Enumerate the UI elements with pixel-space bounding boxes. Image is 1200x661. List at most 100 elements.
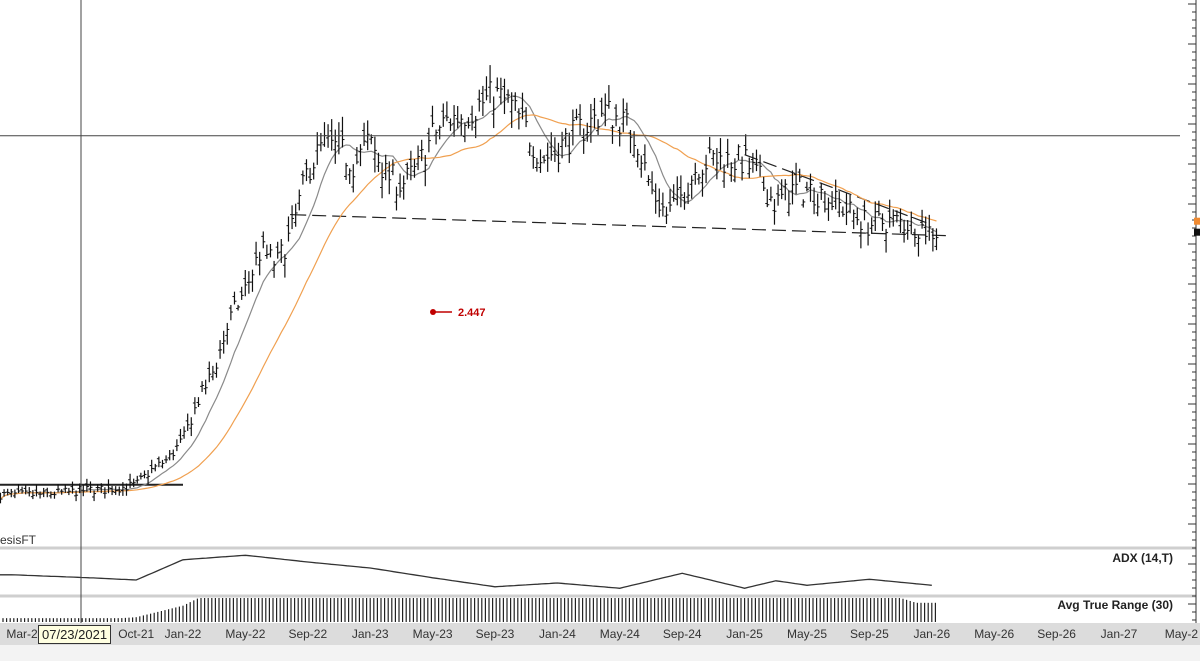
marker-label: 2.447 bbox=[458, 307, 486, 319]
price-bar bbox=[358, 144, 363, 167]
price-bar bbox=[297, 189, 302, 211]
price-bar bbox=[34, 484, 39, 497]
price-bar bbox=[430, 105, 435, 128]
price-bar bbox=[927, 214, 932, 241]
price-bar bbox=[678, 175, 683, 208]
price-bar bbox=[257, 251, 262, 276]
price-bar bbox=[534, 157, 539, 172]
x-tick-label: Jan-27 bbox=[1101, 627, 1138, 641]
price-bar bbox=[261, 231, 266, 249]
price-bar bbox=[462, 122, 467, 143]
price-bar bbox=[117, 486, 122, 496]
price-bar bbox=[290, 205, 295, 230]
price-bar bbox=[142, 470, 147, 479]
price-bar bbox=[696, 173, 701, 185]
price-bar bbox=[660, 192, 665, 217]
price-bar bbox=[556, 142, 561, 173]
price-bar bbox=[376, 152, 381, 172]
price-bar bbox=[16, 484, 21, 494]
price-bar bbox=[524, 107, 529, 128]
price-bar bbox=[189, 417, 194, 437]
price-bar bbox=[372, 136, 377, 173]
price-bar bbox=[786, 190, 791, 217]
price-bar bbox=[225, 322, 230, 345]
price-bar bbox=[635, 148, 640, 168]
price-bar bbox=[884, 228, 889, 253]
price-bar bbox=[228, 304, 233, 321]
adx-label: ADX (14,T) bbox=[1112, 551, 1173, 565]
price-bar bbox=[754, 149, 759, 172]
price-bar bbox=[578, 104, 583, 136]
price-bar bbox=[272, 260, 277, 278]
price-bar bbox=[801, 199, 806, 208]
price-bar bbox=[9, 488, 14, 498]
crosshair-date-tooltip: 07/23/2021 bbox=[38, 625, 112, 644]
price-bar bbox=[419, 139, 424, 162]
price-bar bbox=[149, 459, 154, 474]
price-bar bbox=[520, 92, 525, 120]
price-bar bbox=[178, 428, 183, 443]
price-bar bbox=[642, 144, 647, 171]
last-price-tag bbox=[1194, 228, 1200, 236]
atr-label: Avg True Range (30) bbox=[1057, 598, 1173, 612]
price-bar bbox=[174, 439, 179, 452]
price-bar bbox=[610, 125, 615, 144]
price-bar bbox=[538, 149, 543, 173]
price-bar bbox=[783, 179, 788, 201]
price-bar bbox=[423, 154, 428, 187]
price-bar bbox=[851, 209, 856, 230]
price-bar bbox=[192, 397, 197, 415]
price-bar bbox=[844, 193, 849, 226]
price-bar bbox=[711, 149, 716, 166]
price-bar bbox=[545, 142, 550, 172]
price-bar bbox=[934, 228, 939, 251]
x-tick-label: Jan-24 bbox=[539, 627, 576, 641]
price-bar bbox=[210, 365, 215, 381]
price-bar bbox=[732, 158, 737, 183]
price-bar bbox=[340, 116, 345, 148]
atr-panel bbox=[2, 598, 937, 622]
price-bar bbox=[394, 186, 399, 211]
price-bar bbox=[45, 487, 50, 498]
price-bar bbox=[714, 147, 719, 180]
price-bar bbox=[779, 179, 784, 200]
price-bar bbox=[239, 286, 244, 300]
x-tick-label: Jan-25 bbox=[726, 627, 763, 641]
price-bar bbox=[491, 96, 496, 129]
price-bar bbox=[617, 126, 622, 147]
x-tick-label: May-25 bbox=[787, 627, 827, 641]
price-bar bbox=[826, 197, 831, 221]
price-bar bbox=[185, 413, 190, 431]
x-tick-label: Sep-24 bbox=[663, 627, 702, 641]
price-bar bbox=[833, 179, 838, 210]
price-bar bbox=[412, 159, 417, 178]
price-bar bbox=[5, 488, 10, 496]
price-bar bbox=[344, 162, 349, 180]
price-bar bbox=[164, 455, 169, 464]
price-bar bbox=[322, 122, 327, 147]
price-bar bbox=[502, 78, 507, 115]
price-bar bbox=[725, 138, 730, 168]
price-bar bbox=[653, 183, 658, 214]
price-bar bbox=[808, 173, 813, 202]
price-bar bbox=[473, 115, 478, 139]
price-bars bbox=[0, 65, 939, 504]
price-bar bbox=[81, 485, 86, 497]
price-bar bbox=[542, 155, 547, 164]
price-bar bbox=[88, 481, 93, 493]
price-bar bbox=[362, 122, 367, 146]
status-strip bbox=[0, 645, 1200, 661]
price-bar bbox=[830, 191, 835, 211]
price-bar bbox=[27, 487, 32, 497]
trendline bbox=[292, 214, 948, 237]
price-bar bbox=[750, 152, 755, 173]
price-bar bbox=[74, 490, 79, 502]
price-bar bbox=[563, 128, 568, 148]
price-bar bbox=[250, 269, 255, 292]
price-bar bbox=[311, 162, 316, 180]
price-bar bbox=[628, 129, 633, 154]
price-bar bbox=[448, 118, 453, 131]
trendlines bbox=[0, 154, 948, 486]
price-bar bbox=[232, 291, 237, 305]
